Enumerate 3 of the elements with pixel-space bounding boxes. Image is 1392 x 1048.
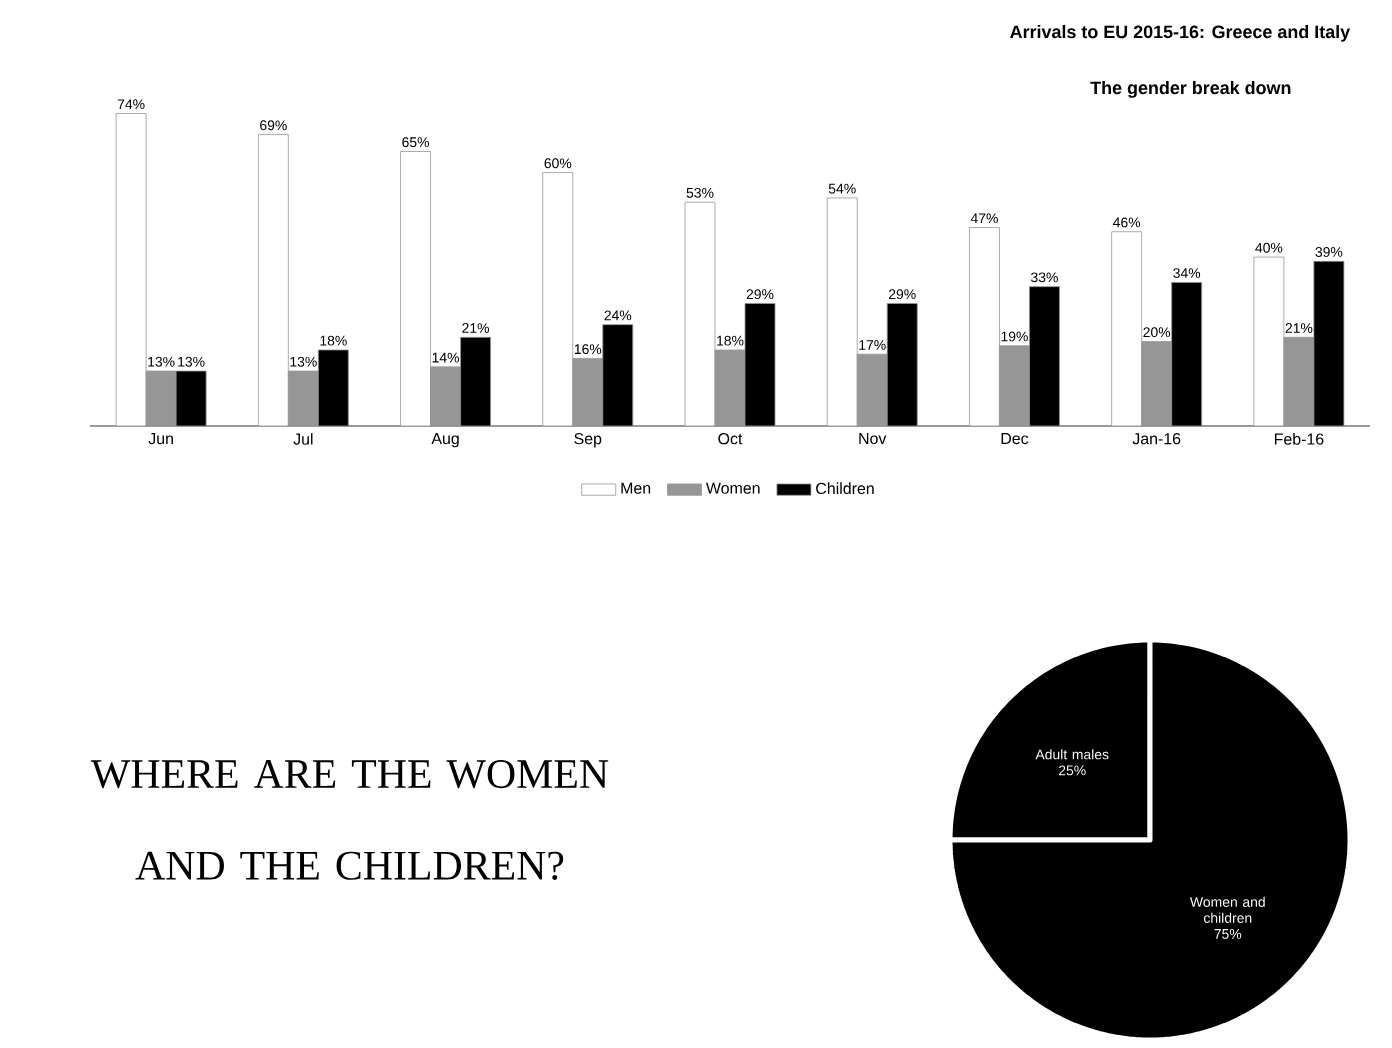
text: WHERE ARE THE WOMEN AND THE CHILDREN? — [90, 760, 609, 880]
chart-subtitle: The gender break down — [1090, 81, 1291, 98]
chart-title: Arrivals to EU 2015-16: Greece and Italy — [1010, 25, 1351, 42]
